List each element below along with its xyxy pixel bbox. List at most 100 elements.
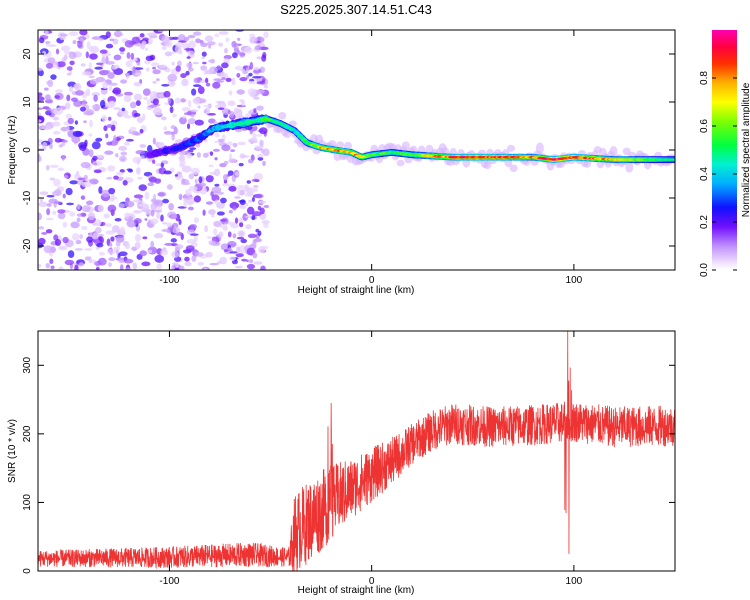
spectrogram-noise-blob: [205, 251, 213, 258]
spectrogram-noise-blob: [137, 203, 145, 207]
spectrogram-noise-blob: [104, 102, 111, 108]
spectrogram-noise-blob: [46, 164, 50, 171]
spectrogram-noise-blob: [79, 30, 88, 36]
spectrogram-noise-blob: [256, 56, 262, 60]
spectrogram-noise-blob: [154, 254, 165, 263]
spectrogram-noise-blob: [187, 201, 193, 206]
spectrogram-noise-blob: [99, 100, 106, 109]
spectrogram-noise-blob: [255, 134, 263, 137]
spectrogram-noise-blob: [142, 88, 151, 96]
spectrogram-noise-blob: [132, 66, 136, 74]
spectrogram-noise-blob: [58, 144, 63, 148]
spectrogram-noise-blob: [161, 83, 170, 87]
spectrogram-halo: [396, 159, 405, 167]
spectrogram-noise-blob: [75, 90, 84, 96]
spectrogram-noise-blob: [248, 140, 258, 144]
spectrogram-noise-blob: [49, 164, 60, 168]
spectrogram-noise-blob: [246, 180, 251, 184]
spectrogram-noise-blob: [46, 208, 51, 216]
spectrogram-noise-blob: [108, 187, 116, 195]
spectrogram-noise-blob: [66, 202, 75, 206]
spectrogram-noise-blob: [186, 153, 193, 159]
spectrogram-noise-blob: [94, 66, 103, 70]
spectrogram-noise-blob: [65, 113, 72, 119]
x-tick-label: 0: [369, 275, 375, 286]
spectrogram-noise-blob: [136, 167, 141, 175]
x-tick-label: -100: [159, 275, 179, 286]
spectrogram-noise-blob: [205, 175, 214, 183]
spectrogram-noise-blob: [232, 233, 237, 239]
spectrogram-noise-blob: [124, 243, 131, 250]
spectrogram-noise-blob: [181, 165, 192, 173]
spectrogram-noise-blob: [91, 92, 101, 97]
spectrogram-noise-blob: [178, 193, 183, 201]
spectrogram-noise-blob: [160, 116, 167, 121]
spectrogram-noise-blob: [197, 86, 205, 95]
spectrogram-noise-blob: [38, 237, 46, 245]
x-tick-label: -100: [159, 576, 179, 587]
spectrogram-noise-blob: [39, 197, 43, 203]
spectrogram-noise-blob: [250, 136, 258, 142]
y-tick-label: 0: [22, 147, 33, 153]
spectrogram-noise-blob: [150, 62, 160, 67]
spectrogram-noise-blob: [61, 155, 65, 161]
spectrogram-noise-blob: [120, 79, 128, 84]
spectrogram-noise-blob: [89, 53, 98, 60]
spectrogram-noise-blob: [70, 97, 78, 102]
spectrogram-noise-blob: [189, 233, 199, 236]
spectrogram-noise-blob: [215, 100, 226, 104]
spectrogram-noise-blob: [45, 217, 54, 221]
spectrogram-noise-blob: [107, 116, 112, 121]
spectrogram-noise-blob: [68, 85, 74, 93]
spectrogram-noise-blob: [107, 72, 115, 79]
spectrogram-noise-blob: [93, 169, 102, 174]
spectrogram-noise-blob: [198, 182, 207, 187]
spectrogram-noise-blob: [53, 107, 64, 115]
spectrogram-noise-blob: [119, 52, 125, 55]
spectrogram-noise-blob: [218, 42, 223, 47]
spectrogram-noise-blob: [55, 48, 60, 55]
spectrogram-noise-blob: [191, 88, 197, 96]
spectrogram-noise-blob: [139, 144, 147, 148]
spectrogram-noise-blob: [192, 31, 202, 36]
spectrogram-noise-blob: [220, 243, 230, 251]
spectrogram-noise-blob: [45, 40, 51, 44]
spectrogram-noise-blob: [60, 45, 71, 52]
spectrogram-noise-blob: [136, 116, 144, 124]
spectrogram-noise-blob: [173, 126, 178, 135]
spectrogram-noise-blob: [58, 266, 64, 270]
spectrogram-noise-blob: [167, 97, 172, 105]
snr-frame: [37, 330, 676, 572]
spectrogram-noise-blob: [140, 155, 145, 160]
spectrogram-noise-blob: [193, 217, 200, 224]
spectrogram-noise-blob: [150, 240, 155, 249]
spectrogram-noise-blob: [258, 200, 267, 204]
spectrogram-noise-blob: [222, 174, 229, 181]
spectrogram-noise-blob: [124, 142, 130, 146]
spectrogram-noise-blob: [247, 200, 253, 203]
spectrogram-noise-blob: [251, 178, 260, 182]
colorbar-tick-label: 0.2: [699, 215, 710, 229]
spectrogram-noise-blob: [81, 226, 88, 231]
spectrogram-noise-blob: [254, 45, 262, 51]
spectrogram-noise-blob: [200, 42, 208, 47]
spectrogram-noise-blob: [161, 45, 167, 51]
spectrogram-noise-blob: [179, 159, 186, 166]
spectrogram-noise-blob: [167, 73, 178, 82]
spectrogram-noise-blob: [227, 101, 236, 107]
spectrogram-noise-blob: [101, 189, 111, 198]
spectrogram-noise-blob: [133, 67, 144, 70]
spectrogram-noise-blob: [202, 61, 207, 65]
spectrogram-noise-blob: [243, 46, 253, 54]
spectrogram-noise-blob: [57, 212, 66, 220]
spectrogram-noise-blob: [58, 245, 68, 251]
spectrogram-noise-blob: [110, 236, 115, 242]
spectrogram-noise-blob: [38, 112, 42, 117]
spectrogram-halo: [535, 142, 544, 155]
spectrogram-noise-blob: [240, 238, 248, 244]
spectrogram-noise-blob: [189, 147, 197, 151]
spectrogram-noise-blob: [81, 99, 87, 108]
spectrogram-noise-blob: [227, 231, 232, 238]
spectrogram-noise-blob: [78, 262, 84, 267]
